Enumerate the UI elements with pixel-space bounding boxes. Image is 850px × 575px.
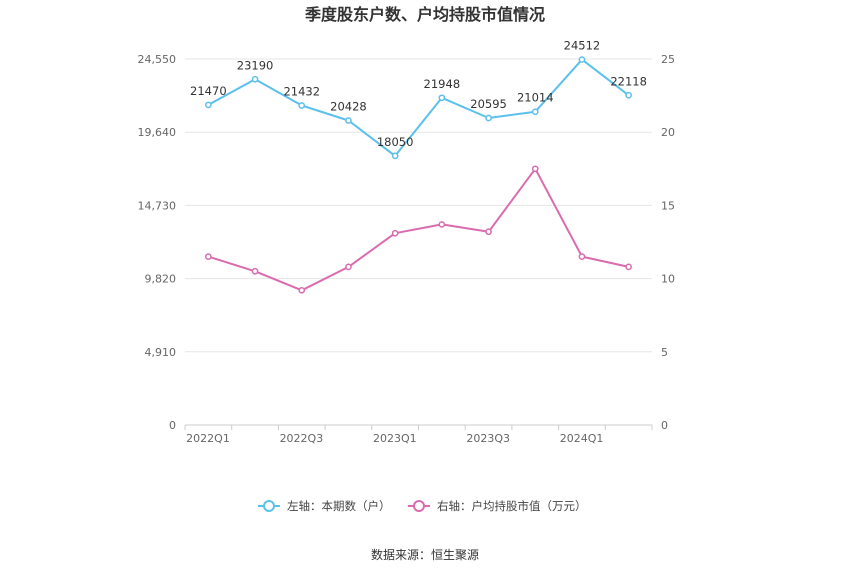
- data-point: [578, 253, 586, 260]
- data-point: [391, 229, 399, 237]
- data-label: 18050: [377, 135, 414, 149]
- series-layer: [205, 56, 633, 294]
- data-point: [345, 263, 352, 271]
- x-tick-label: 2022Q1: [186, 432, 230, 445]
- data-point: [205, 253, 212, 260]
- data-point: [531, 108, 539, 116]
- grid-lines: [185, 58, 652, 353]
- data-point: [625, 263, 633, 271]
- left-tick-label: 24,550: [138, 53, 177, 66]
- data-label: 21948: [424, 77, 461, 91]
- series-line-holders: [207, 58, 630, 157]
- legend-item[interactable]: 右轴：户均持股市值（万元）: [408, 499, 587, 513]
- x-tick-label: 2022Q3: [280, 432, 324, 445]
- chart-title: 季度股东户数、户均持股市值情况: [304, 5, 545, 24]
- data-point: [298, 286, 306, 294]
- data-label: 22118: [610, 74, 647, 88]
- data-point: [578, 56, 586, 63]
- left-tick-label: 19,640: [138, 126, 177, 139]
- right-tick-label: 0: [661, 419, 668, 432]
- data-label: 21432: [283, 84, 320, 98]
- data-label: 21014: [517, 91, 554, 105]
- data-point: [438, 94, 446, 102]
- right-axis: 0 5 10 15 20 25: [661, 53, 675, 432]
- legend-label: 右轴：户均持股市值（万元）: [437, 499, 587, 513]
- data-point: [531, 165, 539, 173]
- data-point: [438, 221, 446, 228]
- data-label: 21470: [190, 84, 227, 98]
- left-axis: 0 4,910 9,820 14,730 19,640 24,550: [138, 53, 177, 432]
- data-point: [298, 102, 306, 109]
- data-label: 20428: [330, 99, 367, 113]
- legend-item[interactable]: 左轴：本期数（户）: [258, 499, 391, 513]
- left-tick-label: 0: [169, 419, 176, 432]
- legend-swatch-marker: [263, 500, 275, 512]
- x-tick-label: 2023Q1: [373, 432, 417, 445]
- data-point: [485, 228, 492, 236]
- right-tick-label: 25: [661, 53, 675, 66]
- left-tick-label: 9,820: [145, 273, 177, 286]
- data-label: 20595: [470, 97, 507, 111]
- data-labels: 21470 23190 21432 20428 18050 21948 20595 21014…: [190, 39, 647, 149]
- data-point: [205, 101, 212, 109]
- legend[interactable]: 左轴：本期数（户） 右轴：户均持股市值（万元）: [258, 499, 587, 513]
- data-point: [625, 91, 633, 99]
- right-tick-label: 20: [661, 126, 675, 139]
- left-tick-label: 14,730: [138, 199, 177, 212]
- data-point: [251, 75, 259, 83]
- legend-label: 左轴：本期数（户）: [287, 499, 391, 513]
- data-label: 24512: [564, 39, 601, 53]
- data-point: [345, 117, 352, 124]
- series-line-market-value: [208, 167, 629, 292]
- data-label: 23190: [237, 58, 274, 72]
- right-tick-label: 15: [661, 199, 675, 212]
- right-tick-label: 10: [661, 273, 675, 286]
- data-point: [391, 152, 399, 160]
- x-tick-label: 2023Q3: [466, 432, 510, 445]
- x-axis: 2022Q1 2022Q3 2023Q1 2023Q3 2024Q1: [184, 424, 653, 445]
- right-tick-label: 5: [661, 346, 668, 359]
- legend-swatch-marker: [413, 500, 425, 512]
- source-text: 数据来源：恒生聚源: [371, 547, 479, 562]
- left-tick-label: 4,910: [145, 346, 177, 359]
- data-point: [251, 267, 259, 275]
- data-point: [485, 114, 492, 122]
- x-tick-label: 2024Q1: [560, 432, 604, 445]
